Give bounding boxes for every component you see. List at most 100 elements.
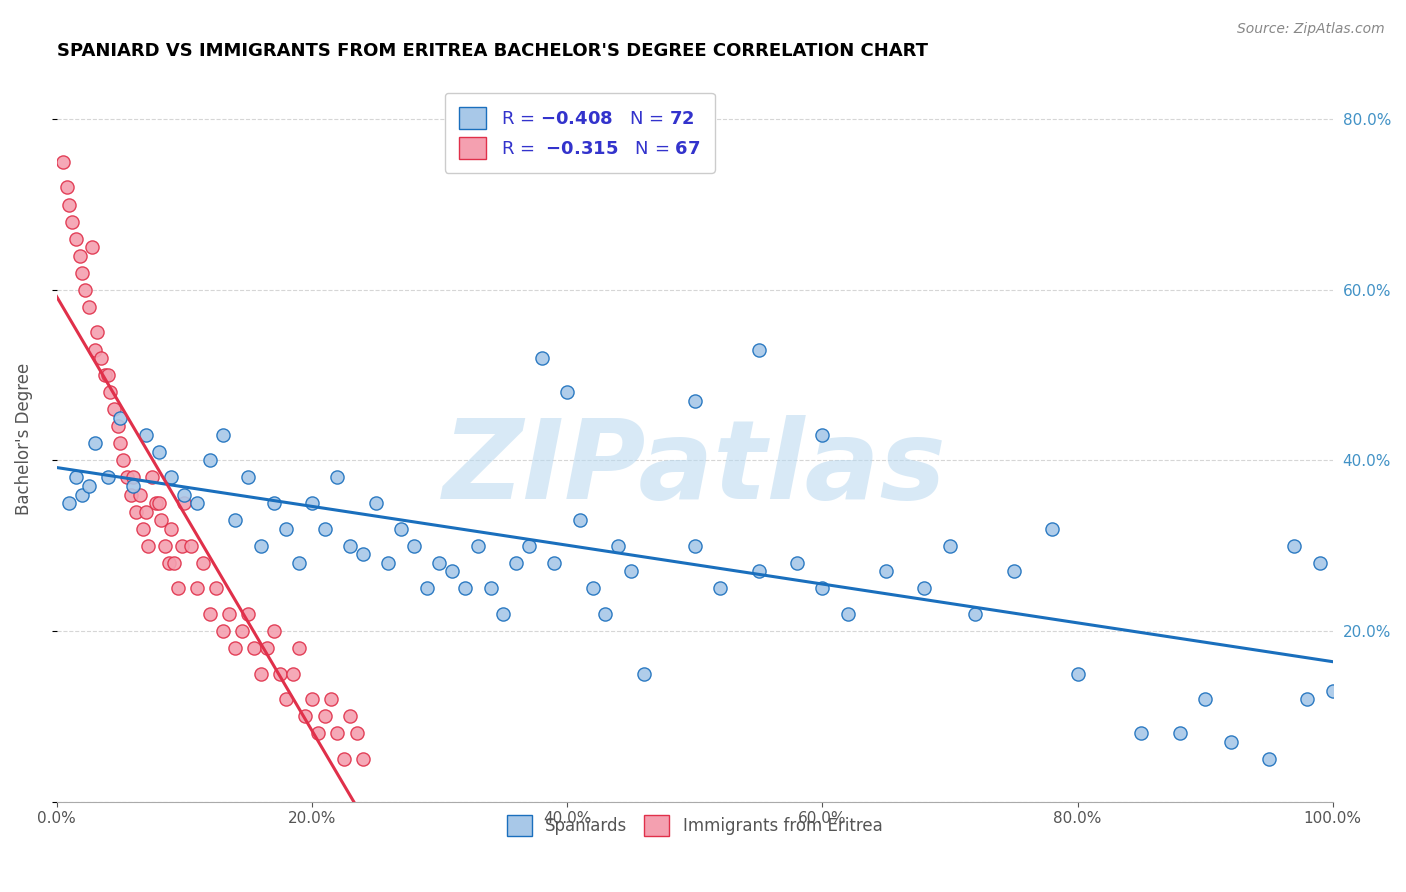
Point: [110, 410, 132, 425]
Point: [1219, 735, 1241, 749]
Point: [115, 470, 138, 484]
Point: [581, 582, 603, 596]
Point: [94, 368, 117, 383]
Point: [150, 513, 173, 527]
Point: [683, 393, 706, 408]
Point: [82, 240, 104, 254]
Point: [276, 522, 298, 536]
Point: [1322, 683, 1344, 698]
Point: [70, 487, 93, 501]
Point: [122, 479, 145, 493]
Point: [939, 539, 962, 553]
Point: [128, 487, 150, 501]
Legend: Spaniards, Immigrants from Eritrea: Spaniards, Immigrants from Eritrea: [499, 807, 890, 844]
Point: [56, 180, 79, 194]
Point: [332, 752, 354, 766]
Text: ZIPatlas: ZIPatlas: [443, 415, 946, 522]
Point: [633, 666, 655, 681]
Point: [173, 487, 195, 501]
Point: [1284, 539, 1306, 553]
Point: [58, 197, 80, 211]
Point: [243, 641, 266, 656]
Y-axis label: Bachelor's Degree: Bachelor's Degree: [15, 363, 32, 516]
Point: [402, 539, 425, 553]
Point: [98, 385, 121, 400]
Point: [236, 607, 259, 621]
Point: [294, 709, 316, 723]
Point: [145, 496, 167, 510]
Point: [180, 539, 202, 553]
Point: [160, 470, 183, 484]
Point: [352, 752, 374, 766]
Point: [166, 582, 188, 596]
Point: [65, 470, 87, 484]
Point: [837, 607, 859, 621]
Point: [60, 214, 83, 228]
Point: [122, 470, 145, 484]
Point: [555, 385, 578, 400]
Point: [125, 505, 148, 519]
Point: [65, 232, 87, 246]
Point: [198, 453, 221, 467]
Point: [288, 641, 311, 656]
Point: [346, 726, 368, 740]
Point: [377, 556, 399, 570]
Point: [249, 666, 271, 681]
Point: [875, 564, 897, 578]
Point: [517, 539, 540, 553]
Point: [153, 539, 176, 553]
Text: Source: ZipAtlas.com: Source: ZipAtlas.com: [1237, 22, 1385, 37]
Point: [479, 582, 502, 596]
Point: [256, 641, 278, 656]
Point: [97, 368, 120, 383]
Point: [141, 470, 163, 484]
Point: [138, 539, 160, 553]
Point: [364, 496, 387, 510]
Point: [595, 607, 617, 621]
Point: [429, 556, 451, 570]
Point: [467, 539, 489, 553]
Point: [301, 496, 323, 510]
Point: [231, 624, 253, 638]
Point: [1258, 752, 1281, 766]
Point: [186, 582, 208, 596]
Point: [683, 539, 706, 553]
Point: [786, 556, 808, 570]
Point: [70, 266, 93, 280]
Point: [607, 539, 630, 553]
Point: [543, 556, 565, 570]
Point: [811, 582, 834, 596]
Point: [186, 496, 208, 510]
Point: [132, 522, 155, 536]
Point: [811, 427, 834, 442]
Point: [58, 496, 80, 510]
Point: [441, 564, 464, 578]
Point: [83, 343, 105, 357]
Point: [492, 607, 515, 621]
Point: [288, 556, 311, 570]
Point: [107, 419, 129, 434]
Point: [1296, 692, 1319, 706]
Point: [339, 709, 361, 723]
Point: [568, 513, 591, 527]
Text: SPANIARD VS IMMIGRANTS FROM ERITREA BACHELOR'S DEGREE CORRELATION CHART: SPANIARD VS IMMIGRANTS FROM ERITREA BACH…: [56, 42, 928, 60]
Point: [205, 582, 228, 596]
Point: [135, 505, 157, 519]
Point: [69, 249, 91, 263]
Point: [157, 556, 180, 570]
Point: [83, 436, 105, 450]
Point: [111, 453, 134, 467]
Point: [389, 522, 412, 536]
Point: [148, 496, 170, 510]
Point: [1066, 666, 1088, 681]
Point: [103, 402, 125, 417]
Point: [135, 427, 157, 442]
Point: [160, 522, 183, 536]
Point: [77, 300, 100, 314]
Point: [110, 436, 132, 450]
Point: [1130, 726, 1153, 740]
Point: [224, 641, 246, 656]
Point: [505, 556, 527, 570]
Point: [97, 470, 120, 484]
Point: [965, 607, 987, 621]
